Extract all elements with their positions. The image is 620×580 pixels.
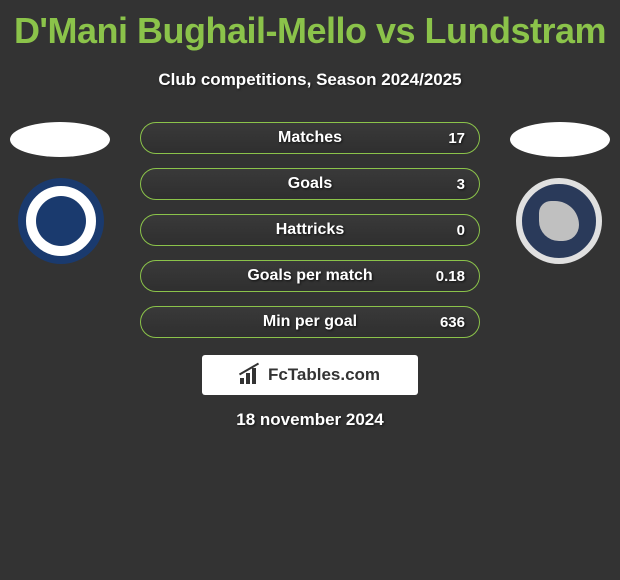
stat-value: 3 [457, 176, 465, 193]
stat-row-goals: Goals 3 [140, 168, 480, 200]
chart-icon [240, 366, 262, 384]
stat-row-goals-per-match: Goals per match 0.18 [140, 260, 480, 292]
player-left-avatar [10, 122, 110, 157]
stat-row-matches: Matches 17 [140, 122, 480, 154]
subtitle: Club competitions, Season 2024/2025 [0, 70, 620, 90]
stat-label: Goals [288, 175, 332, 193]
stat-label: Goals per match [247, 267, 372, 285]
stat-value: 636 [440, 314, 465, 331]
stat-row-hattricks: Hattricks 0 [140, 214, 480, 246]
stat-value: 0 [457, 222, 465, 239]
stat-value: 17 [448, 130, 465, 147]
stats-container: Matches 17 Goals 3 Hattricks 0 Goals per… [140, 122, 480, 352]
page-title: D'Mani Bughail-Mello vs Lundstram [0, 0, 620, 52]
club-badge-left [18, 178, 104, 264]
date-text: 18 november 2024 [0, 410, 620, 430]
club-badge-right [516, 178, 602, 264]
stat-label: Hattricks [276, 221, 344, 239]
stat-row-min-per-goal: Min per goal 636 [140, 306, 480, 338]
player-right-avatar [510, 122, 610, 157]
brand-text: FcTables.com [268, 365, 380, 385]
stat-label: Min per goal [263, 313, 357, 331]
stat-value: 0.18 [436, 268, 465, 285]
stat-label: Matches [278, 129, 342, 147]
brand-box[interactable]: FcTables.com [202, 355, 418, 395]
